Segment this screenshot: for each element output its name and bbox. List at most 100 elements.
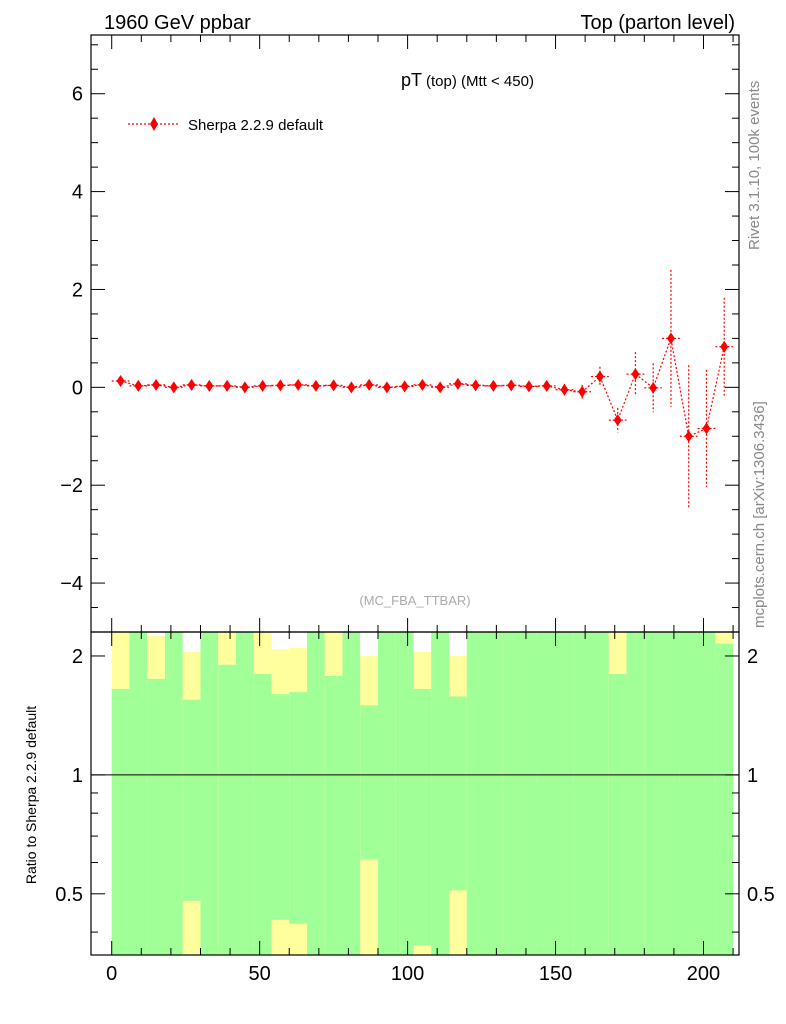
data-point xyxy=(489,379,498,392)
main-ytick-label: −2 xyxy=(60,475,83,497)
blank-band-bin xyxy=(289,632,307,648)
data-point xyxy=(365,378,374,391)
data-point xyxy=(258,379,267,392)
green-band-bin xyxy=(484,632,503,955)
green-band-bin xyxy=(253,674,272,955)
green-band-bin xyxy=(378,632,396,955)
green-band-bin xyxy=(307,632,325,955)
green-band-bin xyxy=(200,632,219,955)
green-band-bin xyxy=(537,632,556,955)
green-band-bin xyxy=(324,675,343,955)
data-point xyxy=(560,383,569,396)
blank-band-bin xyxy=(147,632,165,636)
green-band-bin xyxy=(573,632,592,955)
main-ytick-label: 6 xyxy=(72,84,83,106)
green-band-bin xyxy=(608,674,627,955)
legend-marker xyxy=(150,117,158,131)
data-point xyxy=(329,379,338,392)
green-band-bin xyxy=(271,694,290,920)
green-band-bin xyxy=(555,632,574,955)
ratio-frame xyxy=(90,631,740,956)
data-point xyxy=(666,332,675,345)
data-point xyxy=(294,378,303,391)
analysis-watermark: (MC_FBA_TTBAR) xyxy=(359,593,470,608)
data-point xyxy=(205,379,214,392)
data-point xyxy=(223,379,232,392)
ratio-xtick-label: 100 xyxy=(391,963,424,985)
data-point xyxy=(311,379,320,392)
data-point xyxy=(240,381,249,394)
legend-label: Sherpa 2.2.9 default xyxy=(188,117,324,134)
main-ytick-label: 2 xyxy=(72,279,83,301)
data-point xyxy=(116,374,125,387)
green-band-bin xyxy=(502,632,521,955)
data-point xyxy=(542,379,551,392)
main-ytick-label: −4 xyxy=(60,573,83,595)
green-band-bin xyxy=(235,632,254,955)
green-band-bin xyxy=(520,632,538,955)
ratio-xtick-label: 150 xyxy=(539,963,572,985)
data-point xyxy=(524,380,533,393)
ratio-ytick-label: 2 xyxy=(72,646,83,668)
green-band-bin xyxy=(147,678,165,955)
green-band-bin xyxy=(218,664,236,955)
ratio-ytick-label-right: 1 xyxy=(747,765,758,787)
data-point xyxy=(578,385,587,398)
ratio-ytick-label-right: 2 xyxy=(747,646,758,668)
main-ytick-label: 4 xyxy=(72,182,83,204)
legend: Sherpa 2.2.9 default xyxy=(128,117,324,134)
blank-band-bin xyxy=(271,632,290,650)
data-point xyxy=(649,381,658,394)
blank-band-bin xyxy=(449,632,467,656)
data-point xyxy=(507,379,516,392)
green-band-bin xyxy=(342,632,361,955)
data-point xyxy=(134,379,143,392)
data-point xyxy=(631,368,640,381)
main-ytick-label: 0 xyxy=(72,377,83,399)
green-band-bin xyxy=(697,632,716,955)
data-point xyxy=(684,430,693,443)
axes: −4 −2 0 2 4 6 0 50 100 150 200 0.5 0.5 1 1 2 2 xyxy=(55,34,775,985)
green-band-bin xyxy=(182,699,201,901)
green-band-bin xyxy=(111,688,130,955)
data-point xyxy=(400,380,409,393)
ratio-ytick-label-right: 0.5 xyxy=(747,884,775,906)
data-point xyxy=(720,340,729,353)
ratio-ytick-label: 0.5 xyxy=(55,884,83,906)
data-point xyxy=(276,379,285,392)
green-band-bin xyxy=(715,643,734,955)
data-point xyxy=(347,381,356,394)
header-left-title: 1960 GeV ppbar xyxy=(104,12,251,34)
mcplots-label: mcplots.cern.ch [arXiv:1306.3436] xyxy=(751,401,768,628)
green-band-bin xyxy=(164,632,183,955)
ratio-xtick-label: 200 xyxy=(687,963,720,985)
data-point xyxy=(152,378,161,391)
ratio-ytick-label: 1 xyxy=(72,765,83,787)
data-point xyxy=(613,414,622,427)
data-point xyxy=(702,422,711,435)
green-band-bin xyxy=(431,632,450,955)
blank-band-bin xyxy=(360,632,379,656)
green-band-bin xyxy=(626,632,645,955)
data-point xyxy=(595,370,604,383)
green-band-bin xyxy=(662,632,680,955)
rivet-label: Rivet 3.1.10, 100k events xyxy=(746,81,763,250)
green-band-bin xyxy=(449,696,467,891)
main-title: pT xyxy=(401,70,422,90)
data-point xyxy=(453,377,462,390)
data-point xyxy=(187,378,196,391)
header-right-title: Top (parton level) xyxy=(580,12,735,34)
data-point xyxy=(471,379,480,392)
green-band-bin xyxy=(644,632,663,955)
green-band-bin xyxy=(413,688,432,946)
ratio-xtick-label: 0 xyxy=(106,963,117,985)
blank-band-bin xyxy=(182,632,201,652)
data-point xyxy=(436,381,445,394)
data-point xyxy=(382,381,391,394)
green-band-bin xyxy=(679,632,698,955)
ratio-bands xyxy=(91,632,739,955)
green-band-bin xyxy=(129,632,148,955)
blank-band-bin xyxy=(413,632,432,652)
green-band-bin xyxy=(591,632,609,955)
